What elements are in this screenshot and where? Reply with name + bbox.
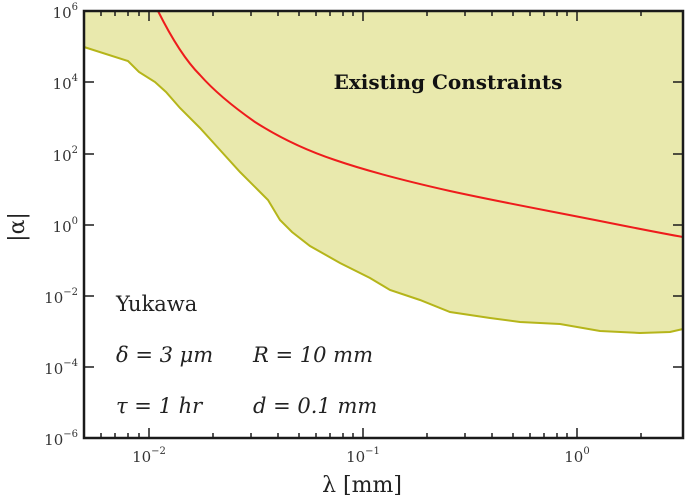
- y-tick-label: 106: [53, 2, 78, 22]
- y-tick-labels: 106 104 102 100 10−2 10−4 10−6: [44, 2, 78, 449]
- y-tick-label: 104: [53, 73, 78, 93]
- param-R: R = 10 mm: [252, 343, 373, 367]
- model-label: Yukawa: [115, 292, 197, 316]
- x-tick-label: 100: [564, 446, 589, 466]
- existing-constraints-region: [84, 11, 683, 333]
- y-tick-label: 10−2: [44, 287, 78, 307]
- x-tick-labels: 10−2 10−1 100: [132, 446, 590, 466]
- param-tau: τ = 1 hr: [116, 394, 204, 418]
- y-tick-label: 102: [53, 145, 78, 165]
- x-tick-label: 10−2: [132, 446, 166, 466]
- x-ticks: [100, 11, 642, 438]
- param-d: d = 0.1 mm: [253, 394, 377, 418]
- y-tick-label: 10−4: [44, 358, 78, 378]
- y-ticks: [84, 81, 683, 368]
- x-axis-label: λ [mm]: [322, 473, 402, 498]
- existing-constraints-boundary: [83, 46, 684, 335]
- y-tick-label: 100: [53, 216, 78, 236]
- y-axis-label: |α|: [5, 212, 30, 242]
- x-tick-label: 10−1: [346, 446, 380, 466]
- y-tick-label: 10−6: [44, 429, 78, 449]
- param-delta: δ = 3 μm: [116, 343, 213, 367]
- region-title: Existing Constraints: [334, 70, 563, 94]
- sensitivity-curve: [157, 10, 684, 238]
